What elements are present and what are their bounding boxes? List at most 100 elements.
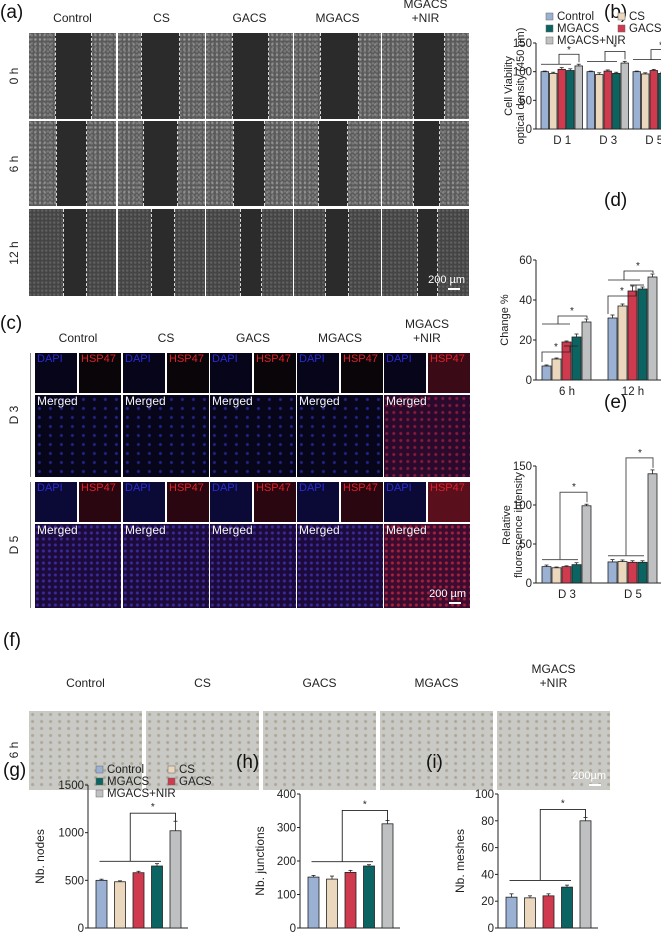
significance-marker: * — [572, 482, 576, 493]
x-tick-label: 6 h — [559, 386, 575, 398]
scratch-image — [118, 33, 205, 119]
legend-entry: GACS — [617, 23, 661, 35]
scratch-image — [206, 33, 293, 119]
bar — [551, 358, 562, 381]
bar — [326, 878, 338, 929]
bar — [151, 865, 163, 929]
scratch-gap — [416, 209, 438, 296]
bar — [524, 897, 536, 929]
y-tick-label: 100 — [277, 890, 296, 902]
svg-text:MGACS: MGACS — [557, 23, 600, 35]
hsp47-image: HSP47 — [254, 482, 296, 522]
legend-entry: MGACS+NIR — [95, 788, 176, 800]
column-header: GACS — [210, 331, 296, 345]
column-header: Control — [29, 11, 116, 25]
significance-marker: * — [638, 448, 642, 459]
merged-image: Merged 200 µm — [384, 524, 470, 608]
dapi-image: DAPI — [210, 482, 252, 522]
scratch-gap — [55, 33, 92, 119]
y-axis-label: fluorescence intensity — [513, 472, 525, 578]
svg-text:MGACS+NIR: MGACS+NIR — [557, 35, 626, 47]
bar — [571, 336, 582, 381]
scratch-gap — [141, 33, 181, 119]
chart-nb-nodes: 0 500 1000 1500 Nb. nodes * Control CS MGACS GACS… — [33, 764, 212, 932]
bar — [574, 65, 583, 130]
merged-image: Merged — [35, 395, 121, 477]
bar — [95, 879, 108, 929]
column-header: MGACS +NIR — [497, 662, 610, 690]
chart-change-percent: 0 20 40 60 6 h 12 h Change % * * * * — [499, 255, 661, 398]
bar — [540, 71, 549, 130]
hsp47-image: HSP47 — [167, 482, 209, 522]
bar — [632, 71, 641, 130]
x-tick-label: D 3 — [558, 589, 576, 601]
bar — [542, 895, 555, 929]
svg-text:CS: CS — [179, 764, 195, 776]
bar — [647, 276, 658, 381]
column-header-line: CS — [153, 11, 170, 25]
scratch-image — [206, 209, 293, 296]
column-header-line: MGACS — [317, 331, 362, 345]
significance-marker: * — [659, 41, 661, 52]
merged-image: Merged — [123, 524, 209, 608]
bar — [114, 881, 126, 929]
tube-formation-image — [263, 711, 376, 790]
hsp47-label: HSP47 — [169, 482, 204, 494]
y-tick-label: 100 — [513, 67, 532, 79]
x-tick-label: 12 h — [622, 386, 644, 398]
significance-marker: * — [567, 45, 571, 56]
scratch-image — [294, 121, 381, 206]
bar — [627, 561, 638, 584]
y-axis-label: optical density (450 nm) — [515, 28, 527, 145]
hsp47-image: HSP47 — [341, 482, 383, 522]
column-header: CS — [123, 331, 209, 345]
tube-formation-image — [146, 711, 259, 790]
row-label: D 5 — [7, 535, 21, 555]
chart-cell-viability: 0 50 100 150 D 1 * D 3 * D 5 * Control CS MGACS GACSM… — [503, 11, 661, 147]
y-tick-label: 0 — [290, 923, 296, 932]
scratch-gap — [413, 33, 445, 119]
hsp47-label: HSP47 — [81, 482, 116, 494]
panel-label-h: (h) — [236, 752, 260, 773]
scratch-gap — [151, 209, 175, 296]
dapi-label: DAPI — [212, 353, 238, 365]
column-header-line: +NIR — [413, 331, 441, 345]
column-header: Control — [35, 331, 121, 345]
scale-bar-label: 200 µm — [428, 274, 465, 286]
bar — [541, 365, 552, 381]
tube-formation-image — [380, 711, 493, 790]
bar — [132, 872, 145, 929]
dapi-label: DAPI — [125, 482, 151, 494]
dapi-label: DAPI — [37, 482, 63, 494]
column-header: MGACS — [380, 676, 493, 690]
merged-label: Merged — [386, 395, 427, 408]
merged-label: Merged — [212, 524, 253, 537]
bar — [607, 561, 618, 584]
scratch-image — [29, 33, 116, 119]
row-label: D 3 — [7, 405, 21, 425]
dapi-image: DAPI — [123, 482, 165, 522]
legend-entry: MGACS+NIR — [545, 35, 626, 47]
merged-label: Merged — [37, 524, 78, 537]
bar — [561, 886, 573, 929]
bar — [505, 896, 518, 929]
bar — [557, 68, 566, 130]
y-tick-label: 20 — [519, 335, 532, 347]
bar — [617, 561, 628, 584]
bar — [647, 473, 658, 584]
significance-marker: * — [636, 261, 640, 272]
bar — [595, 74, 604, 130]
hsp47-label: HSP47 — [256, 482, 291, 494]
scratch-gap — [232, 121, 266, 206]
merged-label: Merged — [212, 395, 253, 408]
y-tick-label: 150 — [513, 38, 532, 50]
column-header: Control — [29, 676, 142, 690]
merged-label: Merged — [386, 524, 427, 537]
merged-image: Merged — [210, 395, 296, 477]
column-header-line: Control — [66, 676, 105, 690]
y-tick-label: 300 — [277, 823, 296, 835]
bar — [579, 820, 592, 929]
merged-image: Merged — [210, 524, 296, 608]
bar — [637, 561, 648, 584]
significance-marker: * — [363, 799, 367, 810]
